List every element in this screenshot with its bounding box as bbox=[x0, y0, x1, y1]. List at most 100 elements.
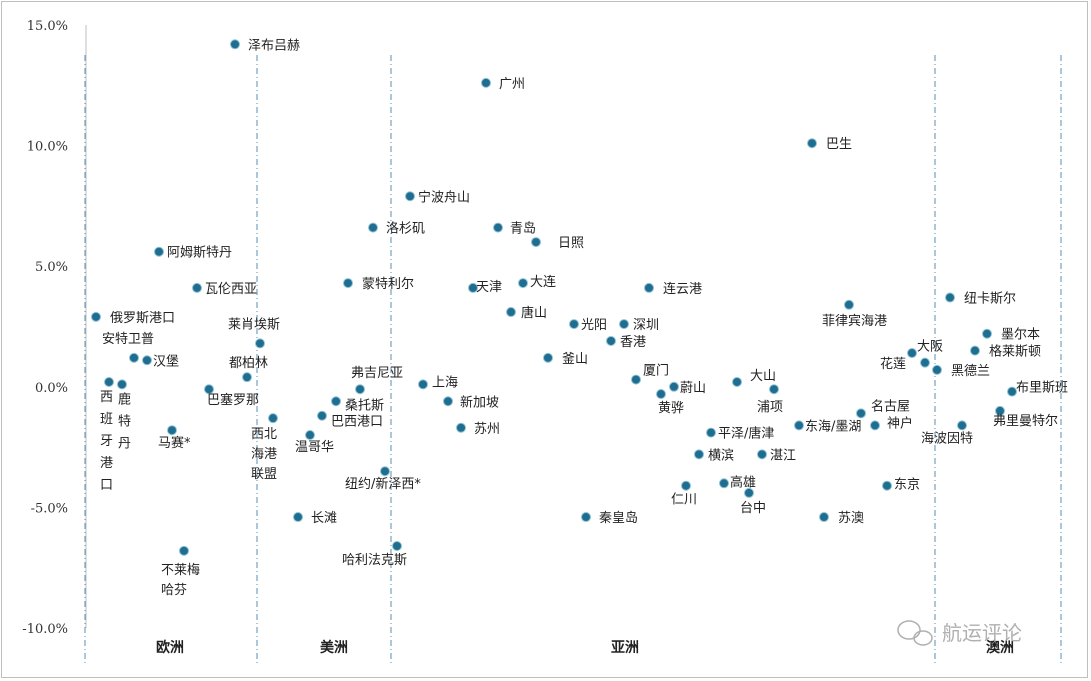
data-point bbox=[230, 39, 240, 50]
data-point-label: 哈利法克斯 bbox=[342, 553, 407, 568]
data-point-label: 东海/墨湖 bbox=[805, 419, 861, 434]
data-point-label: 不莱梅哈芬 bbox=[161, 563, 200, 598]
data-point-label: 马赛* bbox=[158, 435, 191, 451]
data-point-label: 广州 bbox=[499, 77, 525, 92]
data-point-label: 西北海港联盟 bbox=[251, 427, 277, 482]
data-point bbox=[681, 480, 691, 491]
data-point-label: 鹿特丹 bbox=[118, 391, 131, 451]
data-point bbox=[619, 319, 629, 330]
data-point-label: 连云港 bbox=[663, 281, 702, 297]
data-point-label: 巴西港口 bbox=[331, 415, 383, 430]
data-point-label: 新加坡 bbox=[460, 394, 499, 410]
data-point-label: 宁波舟山 bbox=[418, 189, 470, 205]
data-point-label: 安特卫普 bbox=[102, 332, 154, 347]
data-point bbox=[104, 376, 114, 387]
data-point-label: 布里斯班 bbox=[1016, 381, 1068, 396]
data-point-label: 釜山 bbox=[562, 352, 588, 367]
data-point-label: 长滩 bbox=[311, 511, 337, 526]
data-point-label: 俄罗斯港口 bbox=[110, 311, 175, 326]
data-point bbox=[769, 384, 779, 395]
data-point bbox=[744, 487, 754, 498]
data-point bbox=[167, 425, 177, 436]
data-point bbox=[392, 540, 402, 551]
data-point bbox=[995, 405, 1005, 416]
data-point bbox=[493, 222, 503, 233]
data-point-label: 光阳 bbox=[581, 318, 607, 333]
data-point bbox=[368, 222, 378, 233]
data-point bbox=[631, 374, 641, 385]
data-point-label: 唐山 bbox=[521, 305, 547, 321]
data-point-label: 巴塞罗那 bbox=[207, 392, 259, 408]
data-point bbox=[192, 282, 202, 293]
data-point-label: 大连 bbox=[530, 274, 556, 290]
data-point-label: 东京 bbox=[894, 478, 920, 493]
data-point bbox=[807, 138, 817, 149]
data-point bbox=[380, 466, 390, 477]
data-point-label: 秦皇岛 bbox=[599, 510, 638, 526]
data-point-label: 弗里曼特尔 bbox=[993, 414, 1058, 429]
data-point bbox=[91, 311, 101, 322]
data-point bbox=[920, 357, 930, 368]
data-point bbox=[481, 77, 491, 88]
watermark-text: 航运评论 bbox=[942, 621, 1022, 645]
data-point-label: 大山 bbox=[750, 369, 776, 384]
data-point-label: 台中 bbox=[740, 501, 766, 516]
data-point-label: 都柏林 bbox=[229, 356, 268, 371]
data-point bbox=[644, 282, 654, 293]
data-point bbox=[794, 420, 804, 431]
data-point bbox=[204, 384, 214, 395]
y-tick-label: 0.0% bbox=[35, 381, 68, 396]
data-point bbox=[268, 413, 278, 424]
region-label: 美洲 bbox=[320, 639, 348, 656]
data-point bbox=[882, 480, 892, 491]
data-point bbox=[732, 376, 742, 387]
data-point bbox=[355, 384, 365, 395]
data-point-label: 瓦伦西亚 bbox=[205, 282, 257, 297]
data-point-label: 墨尔本 bbox=[1001, 328, 1040, 343]
data-point bbox=[932, 364, 942, 375]
data-point bbox=[957, 420, 967, 431]
data-point-label: 菲律宾海港 bbox=[822, 313, 887, 329]
y-tick-label: -10.0% bbox=[22, 622, 68, 637]
data-point bbox=[870, 420, 880, 431]
data-point bbox=[443, 396, 453, 407]
data-point-label: 莱肖埃斯 bbox=[228, 317, 280, 332]
data-point-label: 深圳 bbox=[633, 318, 659, 333]
data-point bbox=[656, 389, 666, 400]
data-point bbox=[581, 512, 591, 523]
data-point-label: 苏州 bbox=[474, 421, 500, 437]
data-point-label: 纽约/新泽西* bbox=[345, 476, 421, 492]
wechat-icon bbox=[897, 620, 933, 646]
data-point bbox=[317, 410, 327, 421]
data-point bbox=[405, 191, 415, 202]
region-label: 欧洲 bbox=[156, 639, 184, 656]
data-point-label: 蔚山 bbox=[680, 381, 706, 396]
y-tick-label: -5.0% bbox=[31, 501, 68, 516]
data-point-label: 横滨 bbox=[708, 447, 734, 463]
data-point bbox=[506, 307, 516, 318]
data-point-label: 蒙特利尔 bbox=[362, 277, 414, 292]
y-tick-label: 15.0% bbox=[27, 19, 68, 34]
data-point bbox=[531, 237, 541, 248]
data-point bbox=[856, 408, 866, 419]
data-point-label: 湛江 bbox=[770, 448, 796, 463]
data-point bbox=[331, 396, 341, 407]
data-point bbox=[142, 355, 152, 366]
data-point bbox=[255, 338, 265, 349]
y-tick-label: 10.0% bbox=[27, 140, 68, 155]
data-point bbox=[305, 430, 315, 441]
data-point-label: 巴生 bbox=[826, 137, 852, 152]
data-point bbox=[706, 427, 716, 438]
data-point bbox=[606, 335, 616, 346]
data-point-label: 天津 bbox=[476, 280, 502, 295]
data-point bbox=[543, 352, 553, 363]
data-point-label: 名古屋 bbox=[871, 398, 910, 414]
data-point-label: 阿姆斯特丹 bbox=[167, 246, 232, 261]
data-point bbox=[179, 545, 189, 556]
data-point-label: 神户 bbox=[887, 415, 913, 431]
data-point-label: 香港 bbox=[620, 335, 646, 350]
data-point-label: 洛杉矶 bbox=[386, 222, 425, 237]
data-point bbox=[669, 381, 679, 392]
data-point-label: 高雄 bbox=[730, 474, 756, 490]
